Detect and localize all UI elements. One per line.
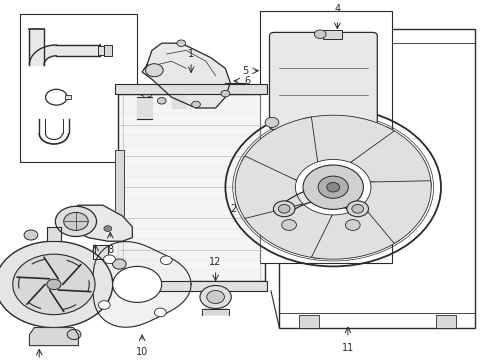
- Circle shape: [13, 254, 95, 315]
- Circle shape: [347, 201, 368, 217]
- Polygon shape: [225, 83, 245, 94]
- FancyBboxPatch shape: [270, 32, 377, 130]
- Bar: [260, 155, 392, 263]
- Polygon shape: [172, 86, 186, 108]
- Text: 7: 7: [93, 261, 98, 271]
- Polygon shape: [202, 309, 229, 315]
- Bar: [314, 173, 353, 202]
- Polygon shape: [142, 43, 230, 108]
- Polygon shape: [47, 227, 61, 241]
- Circle shape: [55, 206, 97, 237]
- Circle shape: [67, 329, 81, 339]
- Circle shape: [221, 90, 230, 97]
- Bar: [115, 281, 267, 291]
- Circle shape: [24, 230, 38, 240]
- Circle shape: [352, 204, 364, 213]
- Text: 3: 3: [146, 89, 152, 99]
- Polygon shape: [245, 204, 332, 258]
- Bar: [260, 11, 392, 144]
- Circle shape: [207, 291, 224, 303]
- Circle shape: [200, 285, 231, 309]
- Text: 2: 2: [230, 204, 236, 214]
- Polygon shape: [93, 242, 191, 327]
- Circle shape: [113, 259, 126, 269]
- Circle shape: [104, 226, 112, 231]
- Bar: [98, 46, 108, 55]
- Polygon shape: [351, 127, 431, 187]
- Bar: [323, 30, 343, 39]
- Circle shape: [157, 98, 166, 104]
- Circle shape: [345, 220, 360, 230]
- Polygon shape: [311, 205, 401, 259]
- Bar: [118, 94, 265, 281]
- Circle shape: [303, 165, 364, 210]
- Bar: [253, 150, 262, 225]
- Polygon shape: [242, 117, 318, 180]
- Polygon shape: [56, 45, 100, 56]
- Polygon shape: [235, 156, 303, 224]
- Circle shape: [265, 117, 279, 127]
- Circle shape: [154, 308, 166, 317]
- Bar: [104, 45, 112, 56]
- Circle shape: [315, 30, 326, 39]
- Text: 4: 4: [334, 4, 341, 14]
- Circle shape: [273, 201, 295, 217]
- Polygon shape: [93, 245, 108, 259]
- Circle shape: [177, 40, 186, 46]
- Polygon shape: [303, 115, 394, 162]
- Polygon shape: [29, 29, 44, 65]
- Circle shape: [103, 255, 115, 264]
- Text: 5: 5: [242, 66, 248, 76]
- Circle shape: [192, 101, 200, 108]
- Text: 11: 11: [342, 343, 354, 353]
- Polygon shape: [64, 205, 132, 241]
- Bar: [279, 29, 475, 328]
- Bar: [436, 315, 456, 328]
- Text: 12: 12: [209, 257, 222, 267]
- Circle shape: [282, 220, 296, 230]
- Circle shape: [64, 212, 88, 230]
- Circle shape: [278, 204, 290, 213]
- Polygon shape: [137, 97, 152, 119]
- Bar: [115, 84, 267, 94]
- Circle shape: [327, 183, 340, 192]
- Circle shape: [146, 64, 163, 77]
- Bar: [115, 150, 124, 225]
- Text: 1: 1: [188, 49, 194, 59]
- Bar: [65, 95, 71, 99]
- Bar: [20, 14, 137, 162]
- Circle shape: [160, 256, 172, 265]
- Text: 8: 8: [107, 245, 113, 255]
- Circle shape: [318, 176, 348, 198]
- Polygon shape: [29, 328, 78, 346]
- Circle shape: [98, 301, 110, 309]
- Polygon shape: [362, 181, 431, 243]
- Polygon shape: [29, 45, 56, 65]
- Circle shape: [113, 266, 162, 302]
- Circle shape: [47, 279, 61, 289]
- Circle shape: [0, 241, 113, 328]
- Bar: [299, 315, 318, 328]
- Text: 6: 6: [244, 76, 250, 86]
- Text: 10: 10: [136, 347, 148, 357]
